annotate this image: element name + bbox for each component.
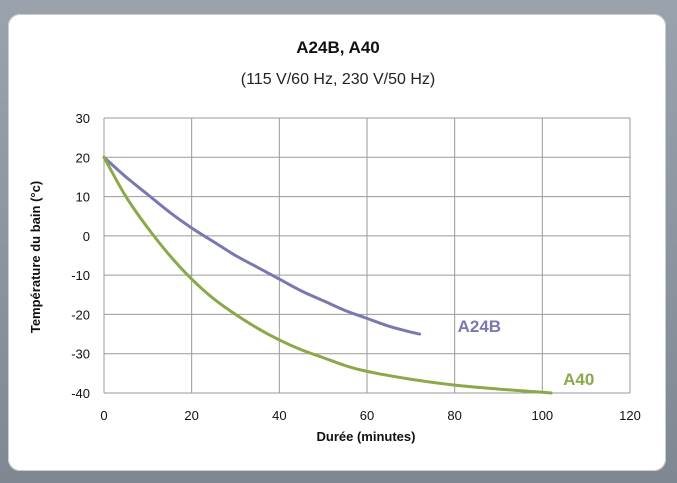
y-tick-label: -20 [71,307,90,322]
x-tick-label: 0 [100,408,107,423]
x-tick-label: 20 [184,408,198,423]
y-tick-label: -30 [71,347,90,362]
y-tick-label: 20 [76,150,90,165]
x-tick-label: 80 [447,408,461,423]
chart-subtitle: (115 V/60 Hz, 230 V/50 Hz) [241,71,435,88]
x-tick-label: 60 [360,408,374,423]
x-tick-label: 120 [619,408,641,423]
series-label-a24b: A24B [458,317,501,336]
y-tick-labels: 30 20 10 0 -10 -20 -30 -40 [71,111,90,401]
series-label-a40: A40 [563,370,594,389]
y-tick-label: 30 [76,111,90,126]
series-labels: A24B A40 [458,317,595,389]
series-line-a40 [102,155,553,395]
chart-title: A24B, A40 [296,38,379,57]
x-tick-label: 100 [531,408,553,423]
x-tick-label: 40 [272,408,286,423]
chart-panel [8,14,666,471]
series-lines [102,155,553,395]
grid [103,117,631,394]
y-axis-label: Température du bain (°c) [28,181,43,333]
y-tick-label: 10 [76,190,90,205]
y-tick-label: 0 [83,229,90,244]
y-tick-label: -40 [71,386,90,401]
x-axis-label: Durée (minutes) [317,429,416,444]
x-tick-labels: 0 20 40 60 80 100 120 [100,408,640,423]
series-line-a24b [102,155,422,336]
y-tick-label: -10 [71,268,90,283]
